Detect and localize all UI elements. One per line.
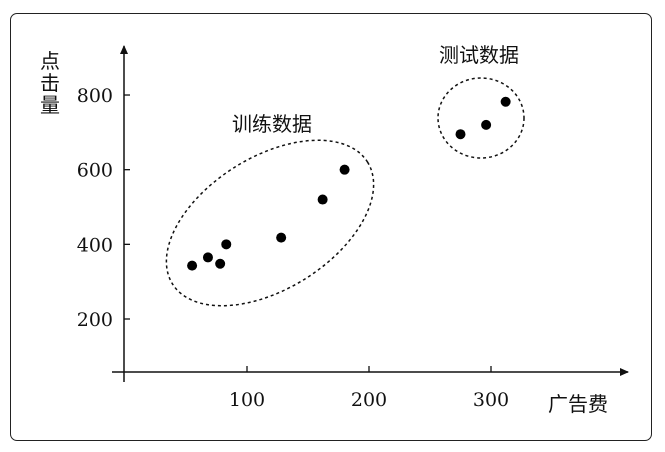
training-data-point: [202, 252, 213, 263]
y-axis-label: 点 击 量: [40, 49, 60, 117]
x-tick-label: 200: [351, 389, 387, 411]
y-axis-label-char: 量: [40, 93, 60, 117]
x-tick-label: 100: [229, 389, 265, 411]
training-data-point: [276, 232, 287, 243]
training-data-point: [215, 258, 226, 269]
training-data-point: [187, 260, 198, 271]
training-data-point: [339, 164, 350, 175]
training-data-label: 训练数据: [232, 112, 312, 136]
y-axis-label-char: 击: [40, 71, 60, 95]
y-tick-label: 800: [77, 85, 113, 107]
x-tick-label: 300: [473, 389, 509, 411]
training-data-point: [221, 239, 232, 250]
y-tick-label: 400: [77, 234, 113, 256]
y-tick-label: 600: [77, 160, 113, 182]
figure-frame: [10, 13, 652, 441]
x-axis-label: 广告费: [548, 392, 608, 416]
test-data-point: [481, 119, 492, 130]
training-data-point: [317, 194, 328, 205]
y-tick-label: 200: [77, 309, 113, 331]
test-data-point: [500, 96, 511, 107]
test-data-ellipse: [437, 77, 525, 159]
test-data-point: [455, 129, 466, 140]
y-axis-label-char: 点: [40, 49, 60, 73]
training-data-ellipse: [165, 139, 375, 307]
test-data-label: 测试数据: [439, 43, 519, 67]
